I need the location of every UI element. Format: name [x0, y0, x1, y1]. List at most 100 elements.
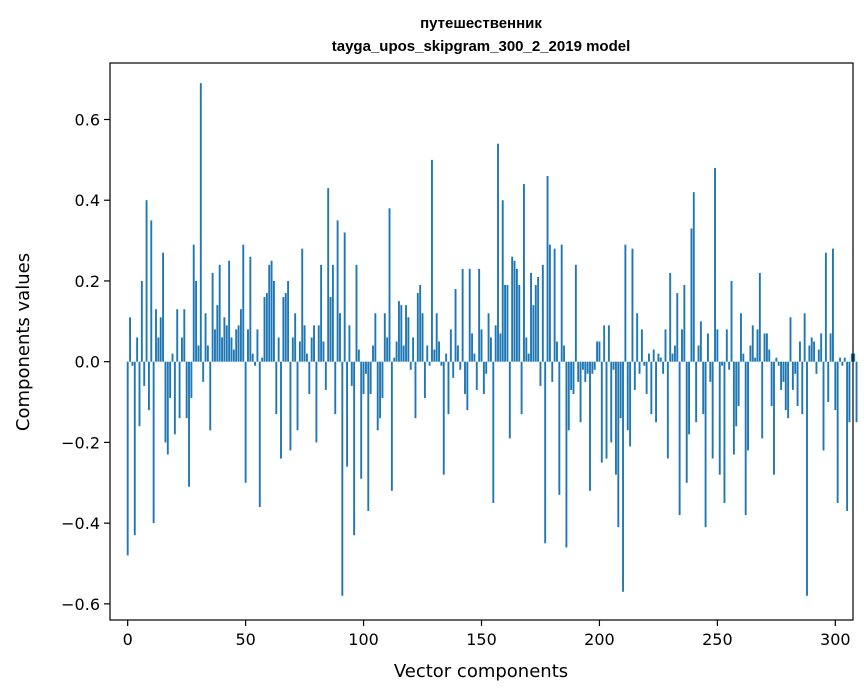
bar-14: [159, 317, 162, 362]
bar-151: [482, 361, 485, 394]
bar-10: [150, 220, 153, 362]
bar-117: [402, 345, 405, 362]
bar-215: [633, 361, 636, 390]
y-tick-label: 0.2: [75, 272, 100, 291]
bar-59: [265, 293, 268, 362]
bar-72: [296, 361, 299, 431]
bar-255: [728, 361, 731, 370]
bar-98: [357, 349, 360, 362]
bar-217: [638, 361, 641, 374]
bar-279: [784, 361, 787, 411]
bar-64: [277, 337, 280, 362]
bar-200: [598, 341, 601, 362]
bar-305: [846, 361, 849, 512]
bar-188: [570, 361, 573, 390]
bar-158: [499, 333, 502, 362]
bar-20: [173, 361, 176, 435]
bar-90: [339, 313, 341, 362]
bar-186: [565, 361, 568, 548]
bar-247: [709, 361, 712, 382]
bar-213: [629, 361, 632, 447]
bar-67: [284, 293, 287, 362]
bar-233: [676, 293, 679, 362]
bar-92: [343, 232, 346, 362]
bar-6: [140, 280, 143, 362]
bar-63: [275, 361, 278, 415]
bar-240: [692, 192, 695, 362]
bar-276: [777, 361, 780, 366]
bar-273: [770, 361, 773, 407]
bar-70: [291, 337, 294, 362]
chart-title-line-2: tayga_upos_skipgram_300_2_2019 model: [332, 38, 631, 55]
bar-260: [740, 313, 742, 362]
bar-266: [754, 357, 757, 362]
bar-210: [622, 361, 624, 592]
bar-33: [204, 313, 207, 362]
bar-218: [640, 329, 643, 362]
bar-252: [721, 361, 724, 366]
bar-204: [607, 325, 610, 362]
bar-114: [395, 341, 398, 362]
bar-277: [780, 361, 783, 390]
bar-206: [612, 361, 615, 370]
bar-123: [416, 293, 419, 362]
bar-1: [129, 317, 131, 362]
bar-232: [673, 345, 676, 362]
bar-207: [615, 361, 617, 475]
bar-58: [263, 297, 266, 362]
bar-28: [192, 244, 195, 362]
bars-group: [126, 83, 858, 596]
bar-241: [695, 361, 698, 423]
bar-243: [699, 321, 702, 362]
bar-113: [393, 357, 396, 362]
bar-17: [166, 361, 169, 455]
bar-300: [834, 361, 837, 411]
bar-96: [353, 361, 356, 536]
bar-156: [494, 325, 497, 362]
bar-211: [624, 244, 627, 362]
bar-34: [206, 345, 209, 362]
bar-222: [650, 361, 653, 415]
bar-176: [541, 264, 544, 362]
bar-2: [131, 361, 134, 366]
bar-97: [355, 264, 358, 362]
bar-261: [742, 353, 745, 362]
bar-86: [329, 297, 332, 362]
bar-94: [348, 325, 351, 362]
bar-37: [214, 329, 216, 362]
bar-296: [824, 252, 827, 362]
bar-159: [501, 200, 504, 362]
bar-40: [221, 337, 223, 362]
bar-141: [459, 361, 462, 370]
bar-214: [631, 248, 634, 362]
bar-138: [452, 361, 455, 378]
bar-39: [218, 264, 221, 362]
bar-78: [310, 337, 313, 362]
bar-173: [534, 284, 537, 362]
bar-230: [669, 272, 672, 362]
bar-298: [829, 333, 832, 362]
bar-191: [577, 361, 580, 382]
bar-88: [334, 361, 337, 415]
bar-120: [409, 361, 412, 370]
bar-133: [440, 361, 443, 366]
bar-257: [732, 361, 735, 455]
bar-306: [848, 361, 851, 423]
bar-198: [593, 361, 596, 370]
bar-146: [471, 333, 474, 362]
bar-3: [133, 361, 136, 536]
bar-68: [287, 280, 290, 362]
bar-254: [725, 329, 728, 362]
bar-142: [461, 268, 464, 362]
bar-167: [520, 361, 523, 415]
bar-231: [671, 353, 674, 362]
bar-105: [374, 313, 377, 362]
bar-71: [294, 313, 297, 362]
bar-126: [423, 361, 426, 399]
bar-152: [485, 361, 488, 374]
bar-73: [298, 341, 301, 362]
bar-50: [244, 361, 247, 483]
bar-95: [350, 361, 353, 386]
bar-38: [216, 305, 219, 362]
bar-185: [563, 345, 565, 362]
